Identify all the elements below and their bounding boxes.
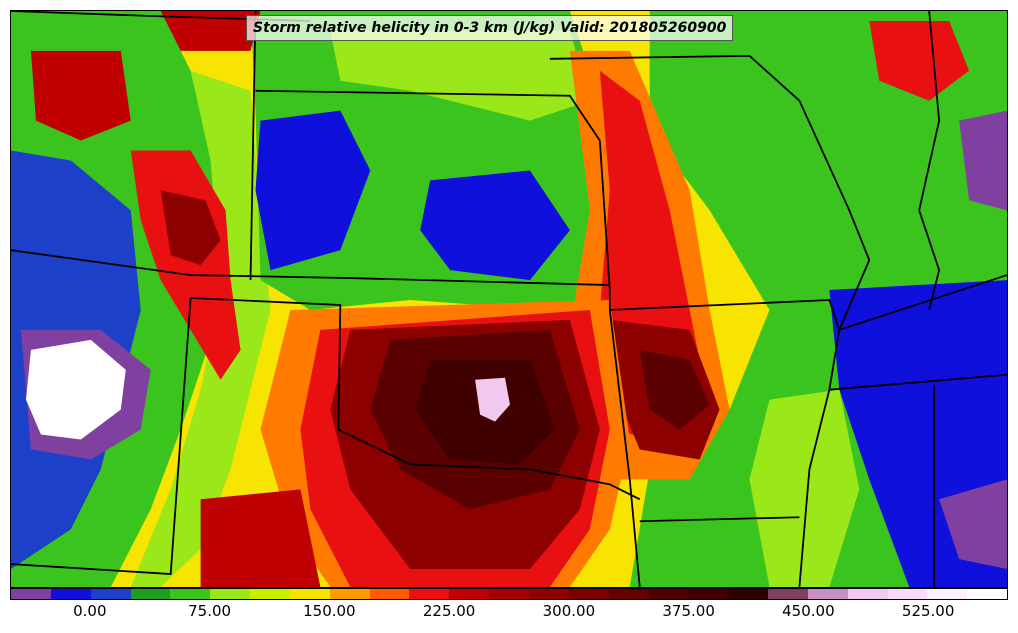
field-lime-plains [330,30,590,121]
colorbar-tick-label: 450.00 [782,602,835,620]
map-panel [10,10,1008,588]
colorbar-swatch [409,589,450,599]
state-boundaries [11,11,1007,587]
colorbar-swatch [50,589,91,599]
colorbar-swatch [11,589,51,599]
boundary-line [918,11,941,311]
field-red-texas [200,489,321,587]
boundary-line [190,297,641,501]
field-red-ne [869,20,970,101]
colorbar-tick-labels: 0.00 75.00 150.00 225.00 300.00 375.00 450.00 5… [10,602,1008,626]
colorbar-swatch [807,589,848,599]
colorbar-swatch [847,589,888,599]
boundary-line [11,297,192,575]
colorbar-swatch [329,589,370,599]
field-maroon-dark-ne-oklahoma [639,349,710,430]
field-lime-front-range [130,70,271,587]
colorbar-swatch [728,589,769,599]
colorbar-swatch [648,589,689,599]
colorbar-tick-label: 525.00 [901,602,955,620]
colorbar-swatch [369,589,410,599]
boundary-line [798,100,871,587]
colorbar-tick-label: 75.00 [188,602,232,620]
field-lime-se [749,389,860,587]
field-red-nw-corner [160,11,261,51]
colorbar-swatch [967,589,1008,599]
boundary-line [639,516,800,523]
field-white-west [25,339,126,440]
colorbar-tick-label: 375.00 [662,602,715,620]
colorbar-swatch [568,589,609,599]
colorbar-swatch [90,589,131,599]
field-red-wyoming [130,150,241,380]
colorbar-swatch [130,589,171,599]
field-lavender-oklahoma [475,377,510,422]
colorbar-tick-label: 225.00 [422,602,476,620]
colorbar-tick-label: 150.00 [303,602,356,620]
field-maroon-wyoming [160,190,221,266]
boundary-line [829,373,1007,391]
colorbar-tick-label: 300.00 [542,602,596,620]
colorbar-swatch [768,589,808,599]
boundary-line [255,89,601,142]
colorbar-swatch [608,589,649,599]
colorbar-tick-label: 0.00 [73,602,107,620]
colorbar-swatch [688,589,729,599]
field-purple-se [939,479,1007,570]
colorbar-swatch [489,589,529,599]
colorbar-swatch [170,589,211,599]
boundary-line [11,249,610,286]
colorbar-swatch [210,589,251,599]
boundary-line [549,54,801,102]
colorbar-swatch [528,589,569,599]
colorbar-swatch [449,589,490,599]
boundary-line [609,274,1007,332]
colorbar-swatch [927,589,968,599]
map-title: Storm relative helicity in 0-3 km (J/kg)… [246,15,734,41]
colorbar-swatch [289,589,330,599]
helicity-map [11,11,1007,587]
boundary-line [249,11,257,281]
colorbar-swatch [887,589,928,599]
colorbar [10,588,1008,600]
colorbar-swatch [250,589,290,599]
field-blue-nebraska [255,110,371,271]
field-purple-east [959,110,1007,211]
field-red-nw [30,50,131,141]
field-blue-kansas [420,170,570,281]
